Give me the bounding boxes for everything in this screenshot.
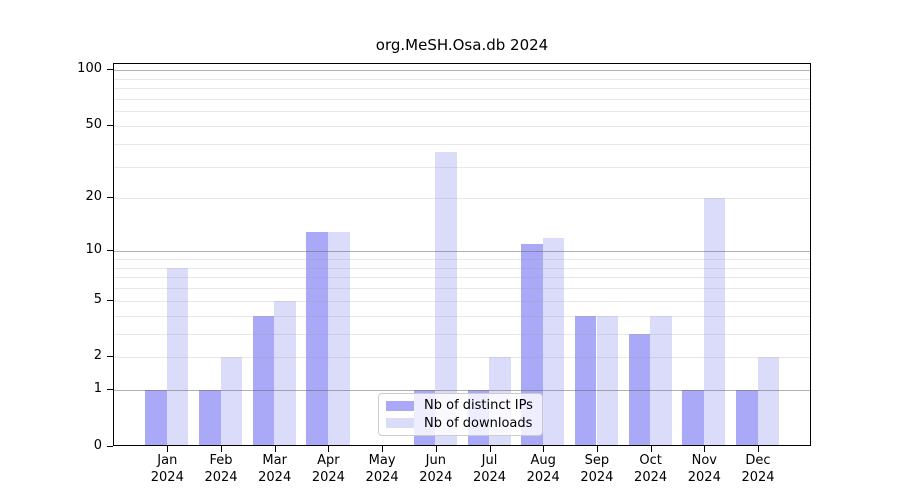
- y-tick-label: 50: [85, 116, 102, 132]
- y-tick: [107, 446, 113, 447]
- x-tick: [543, 446, 545, 452]
- x-tick: [596, 446, 598, 452]
- y-tick-label: 2: [93, 348, 102, 364]
- legend-label-downloads: Nb of downloads: [424, 415, 533, 431]
- x-tick: [221, 446, 222, 452]
- x-tick: [328, 446, 330, 452]
- x-tick-label: Aug 2024: [526, 453, 560, 485]
- x-tick-label: Feb 2024: [204, 453, 238, 485]
- y-tick: [107, 389, 113, 391]
- x-tick: [650, 446, 652, 452]
- y-tick: [107, 69, 113, 71]
- legend-swatch-distinct-ips: [386, 400, 414, 411]
- y-tick-label: 10: [85, 242, 102, 258]
- y-tick-label: 20: [85, 189, 102, 205]
- bar-distinct-ips: [199, 390, 221, 445]
- bar-downloads: [703, 198, 726, 445]
- x-tick-label: Mar 2024: [258, 453, 292, 485]
- x-tick-label: Jun 2024: [419, 453, 453, 485]
- x-tick: [382, 446, 384, 452]
- y-tick-label: 0: [93, 438, 102, 453]
- bar-downloads: [435, 152, 457, 445]
- x-tick-label: Jan 2024: [150, 453, 184, 485]
- y-tick: [107, 197, 113, 199]
- legend: Nb of distinct IPs Nb of downloads: [378, 393, 543, 436]
- x-tick: [274, 446, 276, 452]
- bar-distinct-ips: [736, 390, 758, 445]
- x-tick-label: Nov 2024: [687, 453, 721, 485]
- legend-label-distinct-ips: Nb of distinct IPs: [424, 398, 533, 414]
- chart-title: org.MeSH.Osa.db 2024: [375, 36, 549, 54]
- x-tick: [758, 446, 759, 452]
- x-tick: [489, 446, 491, 452]
- x-tick: [435, 446, 437, 452]
- legend-item-distinct-ips: Nb of distinct IPs: [379, 398, 542, 413]
- x-tick-label: Sep 2024: [580, 453, 614, 485]
- bar-distinct-ips: [145, 390, 167, 445]
- bar-distinct-ips: [252, 315, 275, 445]
- bar-distinct-ips: [628, 333, 651, 445]
- bar-downloads: [650, 315, 672, 445]
- y-tick-label: 100: [77, 61, 102, 77]
- bar-distinct-ips: [574, 315, 597, 445]
- x-tick-label: Dec 2024: [741, 453, 775, 485]
- x-tick-label: Jul 2024: [472, 453, 507, 485]
- bar-downloads: [328, 231, 350, 445]
- bar-downloads: [757, 357, 780, 445]
- bar-downloads: [274, 300, 296, 445]
- y-tick: [107, 356, 113, 358]
- bar-downloads: [542, 237, 565, 445]
- x-tick: [167, 446, 169, 452]
- y-tick: [107, 299, 113, 301]
- bar-downloads: [166, 267, 189, 445]
- legend-swatch-downloads: [386, 418, 414, 429]
- legend-item-downloads: Nb of downloads: [379, 416, 542, 431]
- y-tick: [107, 124, 113, 126]
- bar-downloads: [220, 357, 243, 445]
- x-tick-label: May 2024: [365, 453, 399, 485]
- y-tick-label: 5: [93, 291, 102, 307]
- bars-layer: [114, 64, 810, 445]
- y-tick: [107, 250, 113, 252]
- x-tick: [704, 446, 706, 452]
- bar-distinct-ips: [306, 231, 328, 445]
- y-tick-label: 1: [93, 381, 102, 397]
- x-tick-label: Apr 2024: [311, 453, 345, 485]
- bar-downloads: [596, 315, 619, 445]
- x-tick-label: Oct 2024: [634, 453, 668, 485]
- bar-distinct-ips: [682, 390, 704, 445]
- plot-area: [113, 63, 811, 446]
